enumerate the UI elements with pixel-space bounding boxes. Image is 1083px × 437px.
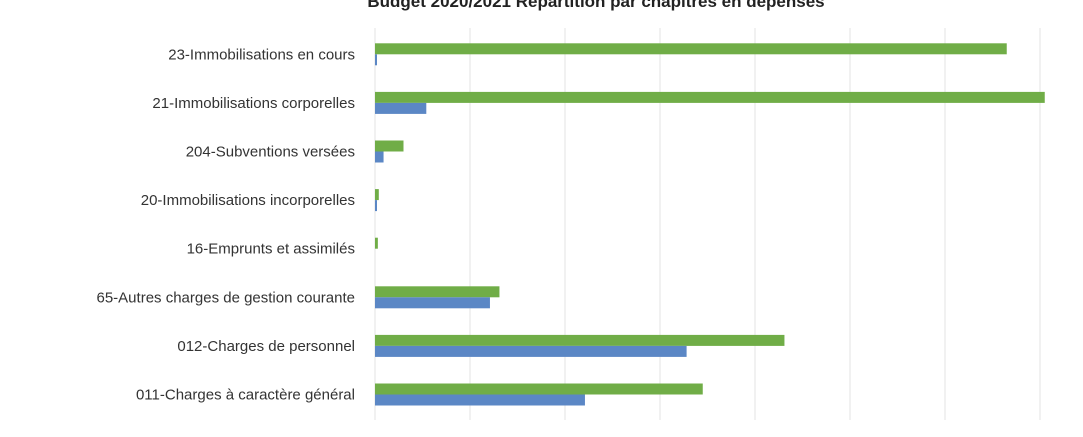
category-label: 16-Emprunts et assimilés <box>187 241 355 258</box>
category-label: 23-Immobilisations en cours <box>168 46 355 63</box>
bars <box>375 43 1045 406</box>
bar-series-2 <box>375 394 585 406</box>
bar-series-1 <box>375 140 404 152</box>
bar-series-2 <box>375 345 687 357</box>
bar-series-1 <box>375 91 1045 103</box>
bar-series-2 <box>375 151 384 163</box>
bar-series-2 <box>375 200 377 212</box>
bar-series-1 <box>375 286 500 298</box>
category-label: 21-Immobilisations corporelles <box>152 95 355 112</box>
category-label: 204-Subventions versées <box>186 144 355 161</box>
category-labels: 23-Immobilisations en cours 21-Immobilisa… <box>97 46 356 403</box>
category-label: 012-Charges de personnel <box>177 338 355 355</box>
bar-series-2 <box>375 54 377 66</box>
gridlines <box>374 28 1041 420</box>
bar-series-1 <box>375 43 1007 55</box>
bar-series-2 <box>375 102 427 114</box>
bar-series-2 <box>375 297 490 309</box>
category-label: 20-Immobilisations incorporelles <box>141 192 355 209</box>
bar-series-1 <box>375 189 379 201</box>
chart-title: Budget 2020/2021 Répartition par chapitr… <box>367 0 824 11</box>
bar-series-1 <box>375 334 785 346</box>
bar-series-1 <box>375 383 703 395</box>
category-label: 65-Autres charges de gestion courante <box>97 289 356 306</box>
bar-series-1 <box>375 237 378 249</box>
category-label: 011-Charges à caractère général <box>136 387 355 404</box>
